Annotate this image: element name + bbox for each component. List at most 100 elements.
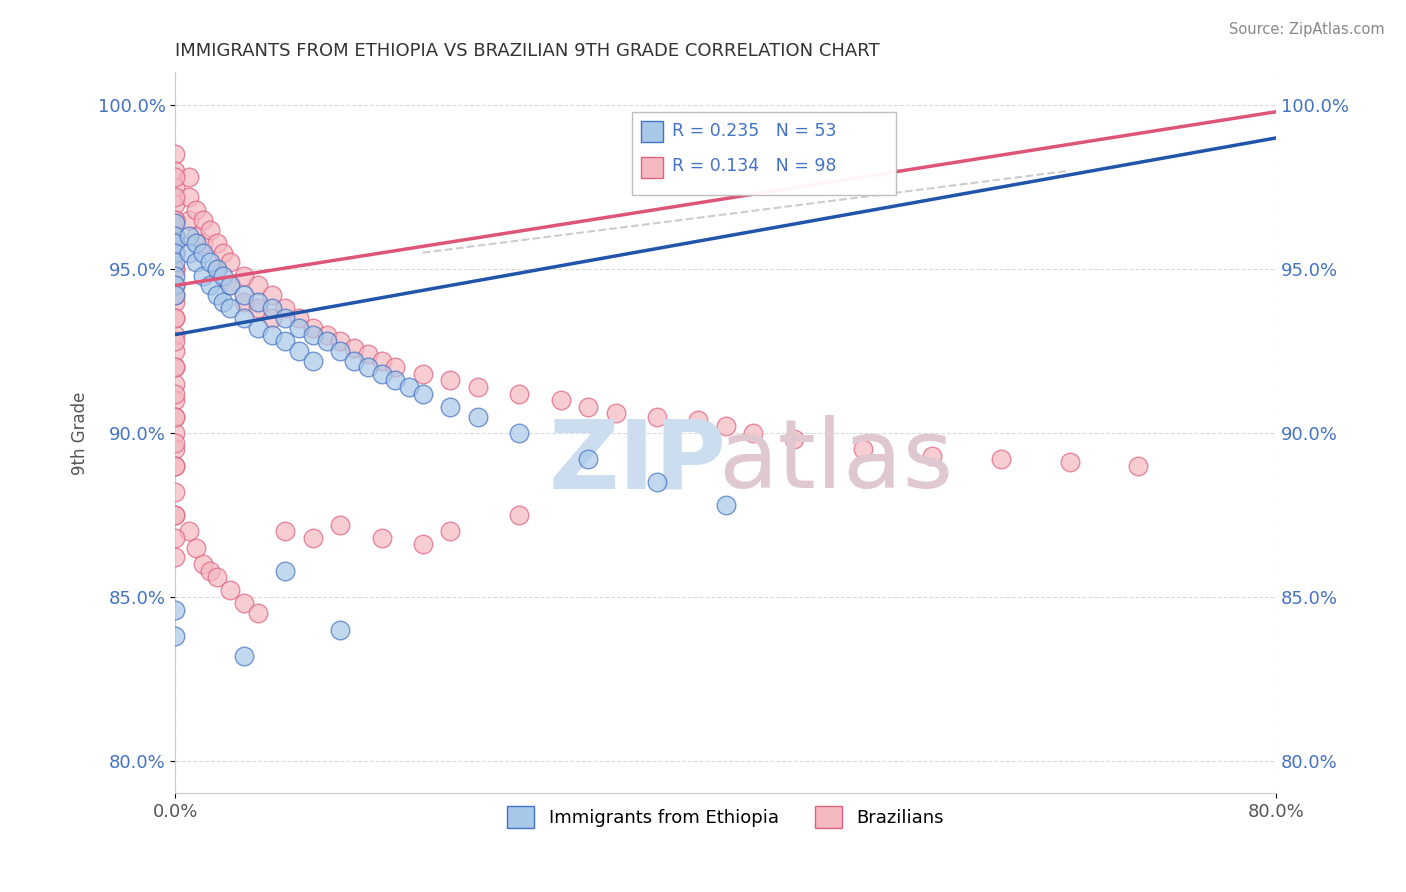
Point <box>576 400 599 414</box>
Point <box>212 294 235 309</box>
Point <box>329 623 352 637</box>
Point <box>439 400 461 414</box>
Point <box>233 311 256 326</box>
Point <box>384 374 406 388</box>
Point <box>550 393 572 408</box>
Point <box>260 301 283 316</box>
Point <box>412 386 434 401</box>
Point <box>246 301 269 316</box>
Point <box>165 458 187 473</box>
Point <box>219 278 242 293</box>
Point <box>165 229 187 244</box>
Point <box>233 294 256 309</box>
Point <box>165 190 187 204</box>
Point <box>783 433 806 447</box>
Point <box>191 213 214 227</box>
Point <box>177 245 200 260</box>
FancyBboxPatch shape <box>641 120 662 143</box>
Point <box>205 262 228 277</box>
Point <box>165 245 187 260</box>
Point <box>165 235 187 250</box>
Text: R = 0.235   N = 53: R = 0.235 N = 53 <box>672 122 837 140</box>
Point <box>165 196 187 211</box>
Text: atlas: atlas <box>718 415 953 508</box>
Point <box>177 170 200 185</box>
Point <box>357 347 380 361</box>
Point <box>165 334 187 348</box>
Point <box>288 343 311 358</box>
Point <box>165 262 187 277</box>
Point <box>246 278 269 293</box>
Point <box>302 531 325 545</box>
Point <box>288 311 311 326</box>
Point <box>439 524 461 539</box>
Point <box>714 419 737 434</box>
Point <box>184 229 207 244</box>
Point <box>165 327 187 342</box>
Point <box>370 353 392 368</box>
Point <box>605 406 627 420</box>
Point <box>205 570 228 584</box>
Point <box>302 321 325 335</box>
Point <box>165 458 187 473</box>
Point <box>212 268 235 283</box>
Point <box>165 229 187 244</box>
Point <box>165 278 187 293</box>
Point <box>219 583 242 598</box>
Point <box>165 343 187 358</box>
Point <box>165 268 187 283</box>
Point <box>184 541 207 555</box>
Point <box>165 163 187 178</box>
Point <box>990 452 1012 467</box>
Point <box>412 537 434 551</box>
Point <box>177 229 200 244</box>
Point <box>343 353 366 368</box>
Point <box>921 449 943 463</box>
Point <box>165 360 187 375</box>
Point <box>165 288 187 302</box>
Point <box>198 278 221 293</box>
Point <box>260 311 283 326</box>
Point <box>852 442 875 457</box>
Point <box>165 262 187 277</box>
Point <box>165 311 187 326</box>
Point <box>1059 455 1081 469</box>
Point <box>165 278 187 293</box>
Point <box>274 564 297 578</box>
Legend: Immigrants from Ethiopia, Brazilians: Immigrants from Ethiopia, Brazilians <box>501 798 952 835</box>
Point <box>184 255 207 269</box>
Point <box>165 147 187 161</box>
Point <box>329 517 352 532</box>
Point <box>645 475 668 489</box>
Point <box>645 409 668 424</box>
Text: IMMIGRANTS FROM ETHIOPIA VS BRAZILIAN 9TH GRADE CORRELATION CHART: IMMIGRANTS FROM ETHIOPIA VS BRAZILIAN 9T… <box>176 42 880 60</box>
Point <box>302 353 325 368</box>
Point <box>219 301 242 316</box>
Point <box>467 380 489 394</box>
Point <box>177 190 200 204</box>
FancyBboxPatch shape <box>641 157 662 178</box>
Point <box>165 442 187 457</box>
Point <box>508 508 530 522</box>
Text: R = 0.134   N = 98: R = 0.134 N = 98 <box>672 158 837 176</box>
Point <box>508 425 530 440</box>
Point <box>165 409 187 424</box>
Point <box>274 334 297 348</box>
Point <box>165 235 187 250</box>
Point <box>315 327 337 342</box>
Point <box>742 425 765 440</box>
Point <box>165 550 187 565</box>
Point <box>165 255 187 269</box>
Point <box>370 531 392 545</box>
Point <box>212 245 235 260</box>
Point <box>165 213 187 227</box>
Point <box>467 409 489 424</box>
Point <box>688 413 710 427</box>
Point <box>219 255 242 269</box>
Point <box>165 531 187 545</box>
Point <box>508 386 530 401</box>
Text: Source: ZipAtlas.com: Source: ZipAtlas.com <box>1229 22 1385 37</box>
Point <box>191 268 214 283</box>
Point <box>184 235 207 250</box>
Point <box>576 452 599 467</box>
